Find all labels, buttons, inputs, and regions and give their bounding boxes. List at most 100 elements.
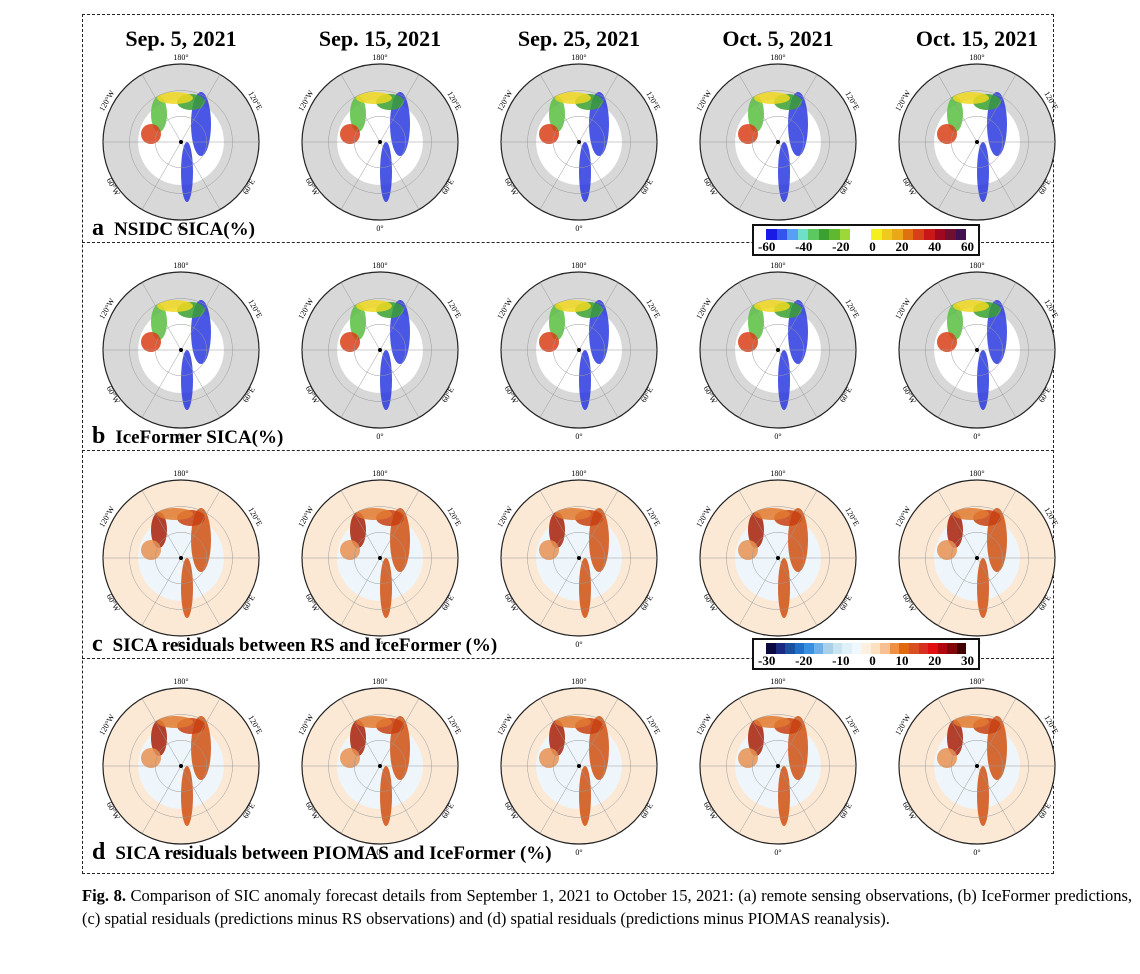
meridian-line	[180, 557, 221, 626]
north-pole-marker	[975, 140, 979, 144]
anomaly-patch	[754, 92, 790, 104]
column-title: Sep. 5, 2021	[125, 26, 237, 51]
colorbar-sica: -60 -40 -20 0 20 40 60	[752, 224, 980, 256]
anomaly-patch	[157, 508, 193, 520]
anomaly-patch	[340, 332, 360, 352]
anomaly-patch	[953, 300, 989, 312]
colorbar-swatch	[881, 229, 893, 240]
north-pole-marker	[776, 556, 780, 560]
meridian-line	[340, 349, 381, 418]
meridian-line	[539, 74, 580, 143]
anomaly-patch	[937, 332, 957, 352]
meridian-line	[539, 557, 580, 626]
colorbar-swatch	[804, 643, 814, 654]
panel-divider-cd	[82, 658, 1054, 659]
colorbar-swatch	[908, 643, 919, 654]
anomaly-patch	[181, 558, 193, 618]
map-label-bottom: 0°	[575, 224, 582, 233]
anomaly-patch	[738, 540, 758, 560]
colorbar-swatch	[902, 229, 914, 240]
colorbar-tick: 20	[895, 239, 909, 254]
anomaly-patch	[778, 766, 790, 826]
anomaly-patch	[937, 124, 957, 144]
colorbar-swatch	[829, 229, 840, 240]
colorbar-swatch	[892, 229, 903, 240]
meridian-line	[937, 141, 978, 210]
meridian-line	[180, 765, 221, 834]
meridian-line	[379, 282, 420, 351]
colorbar-swatch	[839, 229, 851, 240]
map-label-bottom: 0°	[973, 432, 980, 441]
colorbar-swatch	[880, 643, 890, 654]
colorbar-swatch	[860, 229, 872, 240]
anomaly-patch	[953, 508, 989, 520]
meridian-line	[777, 349, 818, 418]
map-label-top: 180°	[969, 53, 984, 62]
anomaly-patch	[157, 300, 193, 312]
meridian-line	[777, 698, 818, 767]
meridian-line	[340, 557, 381, 626]
panel-title: NSIDC SICA(%)	[114, 219, 255, 240]
map-label-top: 180°	[571, 469, 586, 478]
anomaly-patch	[380, 558, 392, 618]
map-label-bottom: 0°	[575, 640, 582, 649]
meridian-line	[539, 349, 580, 418]
anomaly-patch	[748, 512, 764, 548]
anomaly-patch	[181, 350, 193, 410]
map-label-bottom: 0°	[177, 432, 184, 441]
anomaly-patch	[141, 748, 161, 768]
anomaly-patch	[977, 558, 989, 618]
meridian-line	[777, 557, 818, 626]
anomaly-patch	[778, 142, 790, 202]
meridian-line	[738, 141, 779, 210]
colorbar-swatch	[945, 229, 956, 240]
anomaly-patch	[555, 508, 591, 520]
anomaly-patch	[579, 558, 591, 618]
map-label-top: 180°	[372, 677, 387, 686]
anomaly-patch	[539, 748, 559, 768]
colorbar-tick: 10	[895, 653, 909, 668]
colorbar-swatch	[934, 229, 946, 240]
north-pole-marker	[577, 348, 581, 352]
anomaly-patch	[151, 720, 167, 756]
anomaly-patch	[151, 96, 167, 132]
panel-label-a: a NSIDC SICA(%)	[92, 215, 255, 242]
figure-frame	[82, 14, 1054, 874]
north-pole-marker	[577, 764, 581, 768]
map-label-top: 180°	[173, 53, 188, 62]
map-label-bottom: 0°	[774, 432, 781, 441]
anomaly-patch	[350, 512, 366, 548]
meridian-line	[976, 282, 1017, 351]
colorbar-swatch	[870, 643, 881, 654]
panel-letter: d	[92, 839, 106, 865]
map-label-bottom: 0°	[376, 640, 383, 649]
colorbar-swatch	[776, 229, 788, 240]
meridian-line	[141, 765, 182, 834]
anomaly-patch	[748, 720, 764, 756]
anomaly-patch	[356, 716, 392, 728]
anomaly-patch	[947, 512, 963, 548]
colorbar-swatch	[813, 643, 824, 654]
map-label-top: 180°	[372, 53, 387, 62]
anomaly-patch	[947, 720, 963, 756]
colorbar-tick: 0	[869, 239, 876, 254]
meridian-line	[578, 698, 619, 767]
meridian-line	[738, 557, 779, 626]
anomaly-patch	[549, 96, 565, 132]
meridian-line	[379, 349, 420, 418]
meridian-line	[379, 74, 420, 143]
anomaly-patch	[937, 748, 957, 768]
meridian-line	[738, 282, 779, 351]
colorbar-tick: 40	[928, 239, 942, 254]
meridian-line	[777, 765, 818, 834]
panel-title: IceFormer SICA(%)	[115, 427, 284, 448]
north-pole-marker	[975, 348, 979, 352]
meridian-line	[379, 698, 420, 767]
meridian-line	[976, 490, 1017, 559]
